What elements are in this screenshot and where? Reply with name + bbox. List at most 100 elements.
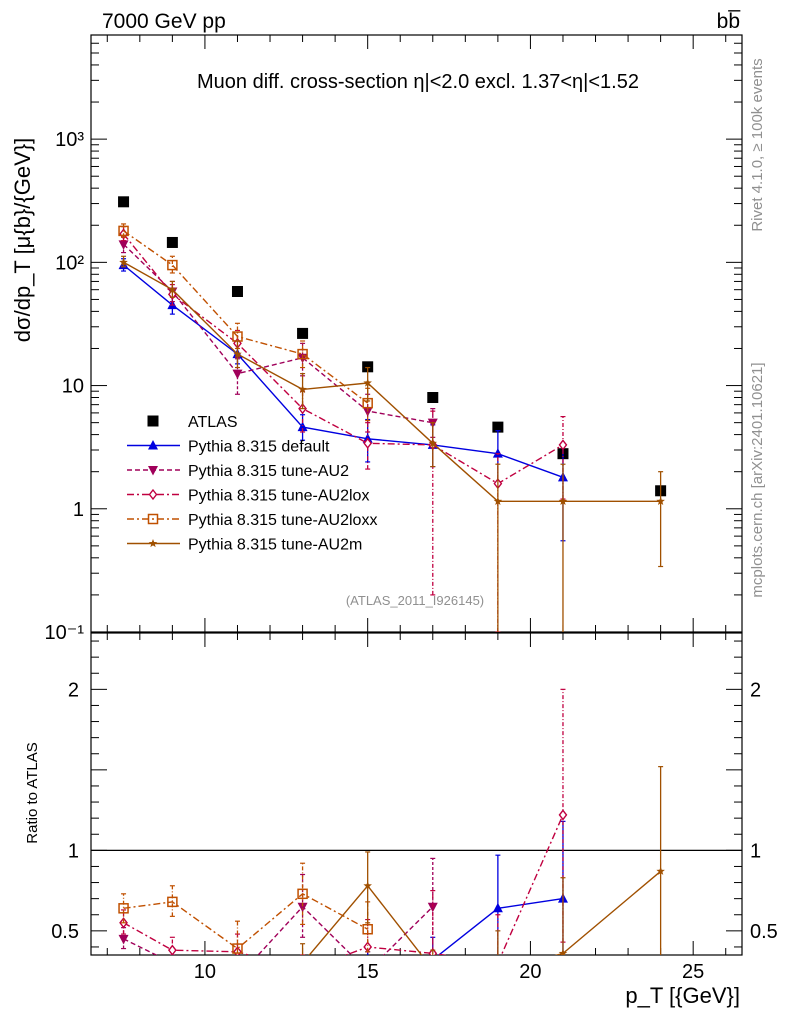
main-series-3-line xyxy=(123,233,564,485)
ratio-plot: 0.5 0.5 1 1 2 2 10 15 20 25 xyxy=(51,632,778,984)
legend-label: Pythia 8.315 tune-AU2 xyxy=(188,463,349,480)
ratio-series-4-point xyxy=(363,881,372,890)
ratio-series-1-point xyxy=(118,934,129,945)
main-y-label: dσ/dp_T [μ{b}/{GeV}] xyxy=(10,138,35,342)
legend-label: Pythia 8.315 tune-AU2loxx xyxy=(188,512,377,529)
main-series-2 xyxy=(118,236,438,438)
main-series-5-point xyxy=(298,384,307,394)
main-series-4-line xyxy=(123,230,369,404)
main-series-2-point xyxy=(232,369,243,380)
ratio-x-tick-label: 20 xyxy=(519,961,541,983)
legend-marker xyxy=(148,488,158,501)
ratio-series-4 xyxy=(298,766,665,975)
ratio-series-4-line xyxy=(308,870,662,955)
ratio-series-4-point xyxy=(429,965,438,973)
main-series-4-point xyxy=(297,348,308,360)
main-series-4-point xyxy=(167,259,178,271)
main-series-2-point xyxy=(118,240,129,250)
main-y-tick-label: 10 xyxy=(62,376,84,398)
ratio-series-2-point xyxy=(558,809,568,821)
main-series-1-line xyxy=(123,264,564,478)
legend-marker xyxy=(147,415,159,427)
ratio-series-4-point xyxy=(298,959,307,967)
ratio-series-4-point xyxy=(656,866,665,875)
main-series-5-point xyxy=(363,378,372,387)
ratio-series-3 xyxy=(118,862,373,955)
legend-label: Pythia 8.315 tune-AU2lox xyxy=(188,488,369,505)
ratio-series-1 xyxy=(118,857,438,984)
main-plot-frame xyxy=(90,34,743,633)
main-series-1-point xyxy=(297,421,308,432)
main-plot: 10⁻¹ 1 10 10² 10³ Muon diff. cross-section η… xyxy=(45,34,743,644)
main-title: Muon diff. cross-section η|<2.0 excl. 1.… xyxy=(197,71,639,93)
legend-entry: Pythia 8.315 tune-AU2loxx xyxy=(127,512,377,529)
ratio-x-tick-label: 15 xyxy=(357,961,379,983)
ratio-y-tick-label-left: 1 xyxy=(68,840,79,862)
main-series-5-point xyxy=(493,496,503,505)
ratio-series-1-line xyxy=(123,905,434,955)
legend-marker xyxy=(148,440,158,450)
ratio-series-1-point xyxy=(297,902,308,913)
ratio-series-2 xyxy=(119,688,568,976)
ratio-series-0-point xyxy=(432,954,434,955)
main-series-5 xyxy=(119,255,665,632)
main-series-5-point xyxy=(428,438,438,447)
main-series-1-point xyxy=(492,448,503,458)
main-series-5-point xyxy=(656,496,665,505)
ratio-x-tick-label: 25 xyxy=(682,961,704,983)
header-right-label: bb̅ xyxy=(717,10,742,33)
legend-entry: Pythia 8.315 tune-AU2m xyxy=(127,537,362,554)
ratio-series-1-point xyxy=(232,974,242,984)
ratio-series-4-point xyxy=(494,967,503,975)
main-series-5-point xyxy=(233,349,242,358)
legend-entry: Pythia 8.315 default xyxy=(127,439,330,456)
ratio-plot-frame xyxy=(90,632,743,956)
main-y-tick-label: 10² xyxy=(55,252,84,274)
main-series-3-point xyxy=(363,437,373,449)
main-series-0-point xyxy=(231,285,243,297)
legend-label: Pythia 8.315 tune-AU2m xyxy=(188,537,362,554)
main-series-2-line xyxy=(123,243,433,424)
ratio-series-3-line xyxy=(123,892,369,950)
main-y-tick-label: 10⁻¹ xyxy=(45,622,85,644)
ratio-y-tick-label-right: 0.5 xyxy=(750,921,778,943)
ratio-y-tick-label-left: 2 xyxy=(68,679,79,701)
main-series-4-point xyxy=(118,225,129,237)
ratio-x-tick-label: 10 xyxy=(194,961,216,983)
main-series-2-point xyxy=(362,407,373,417)
ratio-series-3-point xyxy=(362,923,373,935)
legend-label: ATLAS xyxy=(188,414,238,431)
legend-entry: Pythia 8.315 tune-AU2 xyxy=(127,463,349,480)
header-left-label: 7000 GeV pp xyxy=(102,10,226,33)
main-series-5-point xyxy=(558,496,568,505)
legend-entry: Pythia 8.315 tune-AU2lox xyxy=(127,488,369,505)
main-series-5-point xyxy=(119,257,128,266)
main-series-5-point xyxy=(168,285,177,294)
ratio-series-1-point xyxy=(167,959,177,969)
main-series-0-point xyxy=(166,236,178,248)
ratio-series-group xyxy=(118,688,665,984)
main-watermark: (ATLAS_2011_I926145) xyxy=(346,593,484,608)
main-series-0-point xyxy=(492,421,504,433)
ratio-y-tick-label-right: 2 xyxy=(750,679,761,701)
legend-entry: ATLAS xyxy=(147,414,238,431)
ratio-y-tick-label-left: 0.5 xyxy=(51,921,79,943)
ratio-series-3-point xyxy=(232,943,243,954)
legend-label: Pythia 8.315 default xyxy=(188,439,330,456)
main-series-4 xyxy=(118,223,373,422)
ratio-series-2-point xyxy=(299,967,306,976)
ratio-y-label: Ratio to ATLAS xyxy=(24,742,41,843)
mcplots-side-label: mcplots.cern.ch [arXiv:2401.10621] xyxy=(749,362,766,597)
main-series-0-point xyxy=(362,361,374,373)
ratio-series-3-point xyxy=(297,888,308,900)
ratio-series-2-point xyxy=(167,944,177,955)
ratio-series-0-point xyxy=(492,902,503,913)
rivet-side-label: Rivet 4.1.0, ≥ 100k events xyxy=(749,58,766,231)
ratio-series-2-line xyxy=(123,814,564,955)
main-series-0-point xyxy=(297,327,309,339)
main-y-tick-label: 1 xyxy=(73,499,84,521)
main-series-0-point xyxy=(427,392,439,404)
main-y-tick-label: 10³ xyxy=(55,129,84,151)
ratio-y-tick-label-right: 1 xyxy=(750,840,761,862)
